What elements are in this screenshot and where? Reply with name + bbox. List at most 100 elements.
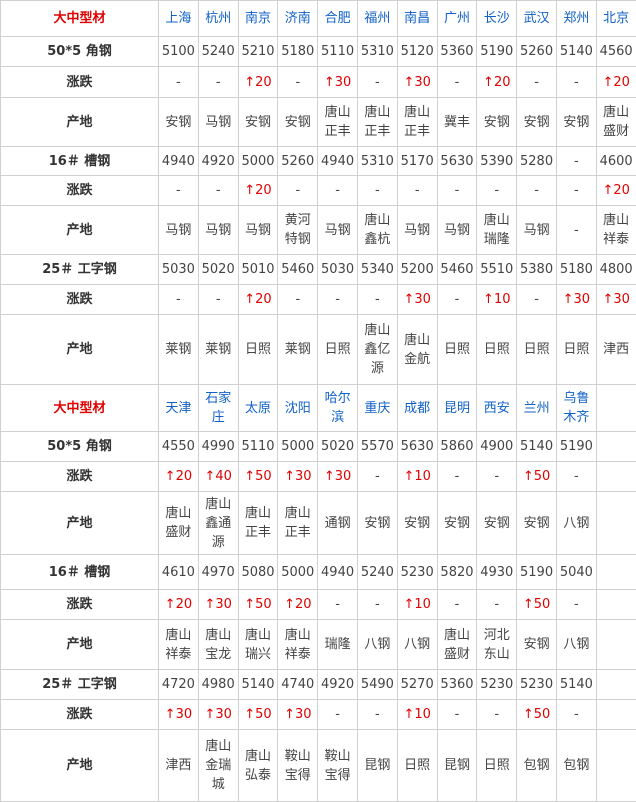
city-header: 福州 <box>357 1 397 37</box>
cell: ↑50 <box>517 462 557 492</box>
table-row: 涨跌↑20↑40↑50↑30↑30-↑10--↑50- <box>1 462 636 492</box>
cell: 5000 <box>238 147 278 176</box>
cell: 安钢 <box>397 492 437 555</box>
table-row: 产地安钢马钢安钢安钢唐山正丰唐山正丰唐山正丰冀丰安钢安钢安钢唐山盛财 <box>1 98 636 147</box>
cell: 昆钢 <box>357 730 397 802</box>
cell: 5820 <box>437 555 477 590</box>
cell: 5460 <box>278 255 318 285</box>
cell: 安钢 <box>238 98 278 147</box>
table-row: 涨跌↑30↑30↑50↑30--↑10--↑50- <box>1 700 636 730</box>
cell: 5180 <box>278 37 318 67</box>
cell: - <box>198 67 238 98</box>
cell: - <box>198 285 238 315</box>
cell: ↑30 <box>198 700 238 730</box>
cell: 安钢 <box>517 620 557 670</box>
cell: ↑30 <box>397 67 437 98</box>
cell: 5860 <box>437 432 477 462</box>
cell: 5230 <box>517 670 557 700</box>
cell: 5000 <box>278 555 318 590</box>
row-label: 产地 <box>1 206 159 255</box>
empty-cell <box>596 670 636 700</box>
cell: - <box>357 590 397 620</box>
cell: 5310 <box>357 37 397 67</box>
empty-cell <box>596 555 636 590</box>
cell: 5510 <box>477 255 517 285</box>
cell: - <box>318 700 358 730</box>
cell: 安钢 <box>278 98 318 147</box>
cell: 八钢 <box>397 620 437 670</box>
cell: ↑20 <box>238 285 278 315</box>
cell: ↑20 <box>238 176 278 206</box>
city-header: 天津 <box>159 385 199 432</box>
cell: - <box>477 176 517 206</box>
cell: 5460 <box>437 255 477 285</box>
cell: 5040 <box>556 555 596 590</box>
cell: ↑20 <box>596 176 636 206</box>
cell: 5190 <box>477 37 517 67</box>
cell: 唐山瑞隆 <box>477 206 517 255</box>
cell: - <box>437 176 477 206</box>
row-label: 16＃ 槽钢 <box>1 555 159 590</box>
cell: 马钢 <box>437 206 477 255</box>
table-row: 产地唐山祥泰唐山宝龙唐山瑞兴唐山祥泰瑞隆八钢八钢唐山盛财河北东山安钢八钢 <box>1 620 636 670</box>
table-row: 产地唐山盛财唐山鑫通源唐山正丰唐山正丰通钢安钢安钢安钢安钢安钢八钢 <box>1 492 636 555</box>
empty-cell <box>596 385 636 432</box>
cell: 安钢 <box>517 492 557 555</box>
empty-cell <box>596 492 636 555</box>
cell: ↑30 <box>278 462 318 492</box>
table-row: 大中型材上海杭州南京济南合肥福州南昌广州长沙武汉郑州北京 <box>1 1 636 37</box>
cell: 日照 <box>318 315 358 385</box>
cell: ↑50 <box>238 462 278 492</box>
cell: 唐山祥泰 <box>278 620 318 670</box>
cell: - <box>278 176 318 206</box>
cell: 莱钢 <box>278 315 318 385</box>
cell: - <box>437 590 477 620</box>
row-label: 25＃ 工字钢 <box>1 670 159 700</box>
city-header: 沈阳 <box>278 385 318 432</box>
cell: 4990 <box>198 432 238 462</box>
empty-cell <box>596 730 636 802</box>
cell: 4940 <box>159 147 199 176</box>
cell: ↑20 <box>238 67 278 98</box>
cell: - <box>437 462 477 492</box>
city-header: 北京 <box>596 1 636 37</box>
city-header: 石家庄 <box>198 385 238 432</box>
empty-cell <box>596 620 636 670</box>
row-label: 产地 <box>1 730 159 802</box>
cell: 5100 <box>159 37 199 67</box>
cell: ↑10 <box>477 285 517 315</box>
cell: - <box>556 462 596 492</box>
cell: ↑30 <box>198 590 238 620</box>
row-label: 16＃ 槽钢 <box>1 147 159 176</box>
cell: 马钢 <box>238 206 278 255</box>
cell: 安钢 <box>477 492 517 555</box>
cell: ↑20 <box>159 462 199 492</box>
cell: ↑10 <box>397 700 437 730</box>
cell: 4980 <box>198 670 238 700</box>
cell: 八钢 <box>556 620 596 670</box>
cell: - <box>357 176 397 206</box>
row-label: 产地 <box>1 315 159 385</box>
cell: 4920 <box>198 147 238 176</box>
cell: 唐山正丰 <box>357 98 397 147</box>
cell: ↑30 <box>318 67 358 98</box>
cell: 安钢 <box>517 98 557 147</box>
cell: 日照 <box>556 315 596 385</box>
header-label: 大中型材 <box>1 1 159 37</box>
cell: 唐山瑞兴 <box>238 620 278 670</box>
header-label: 大中型材 <box>1 385 159 432</box>
cell: 包钢 <box>517 730 557 802</box>
cell: 唐山正丰 <box>318 98 358 147</box>
cell: 安钢 <box>556 98 596 147</box>
cell: 安钢 <box>159 98 199 147</box>
row-label: 涨跌 <box>1 67 159 98</box>
cell: 马钢 <box>318 206 358 255</box>
cell: 5200 <box>397 255 437 285</box>
cell: 5240 <box>198 37 238 67</box>
cell: ↑30 <box>556 285 596 315</box>
cell: - <box>517 176 557 206</box>
cell: 唐山祥泰 <box>159 620 199 670</box>
